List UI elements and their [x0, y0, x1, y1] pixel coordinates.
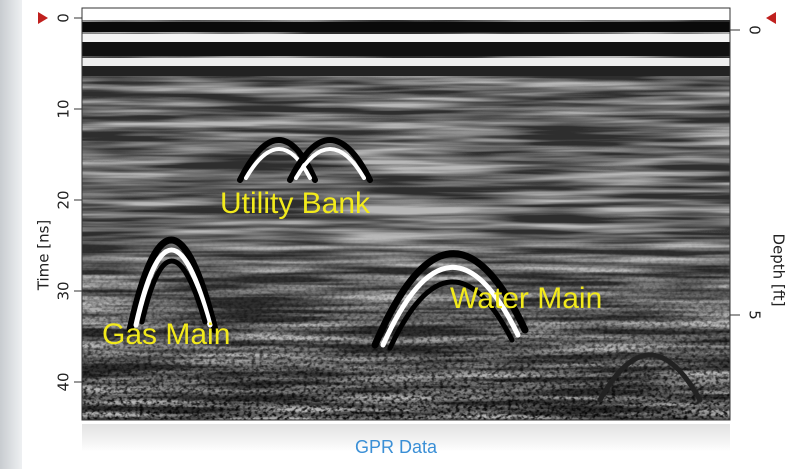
left-axis-label: Time [ns] [35, 220, 53, 292]
radargram [82, 8, 730, 420]
tick-label: 30 [55, 281, 73, 300]
marker-left [38, 12, 48, 24]
left-axis: 0 10 20 30 40 [55, 13, 83, 391]
tick-label: 40 [55, 372, 73, 391]
side-strip [0, 0, 22, 469]
tick-label: 20 [55, 190, 73, 209]
annotation: Water Main [450, 282, 602, 315]
tick-label: 5 [746, 310, 764, 320]
right-axis-label: Depth [ft] [770, 233, 788, 306]
tick-label: 0 [55, 13, 73, 23]
tick-label: 10 [55, 99, 73, 118]
right-axis: 05 [730, 25, 764, 320]
annotation: Utility Bank [220, 187, 371, 220]
gpr-figure: 010203040 05 Time [ns] Depth [ft] Utilit… [0, 0, 792, 469]
annotation: Gas Main [102, 318, 230, 351]
tick-label: 0 [746, 25, 764, 35]
caption: GPR Data [355, 437, 438, 457]
marker-right [766, 12, 776, 24]
